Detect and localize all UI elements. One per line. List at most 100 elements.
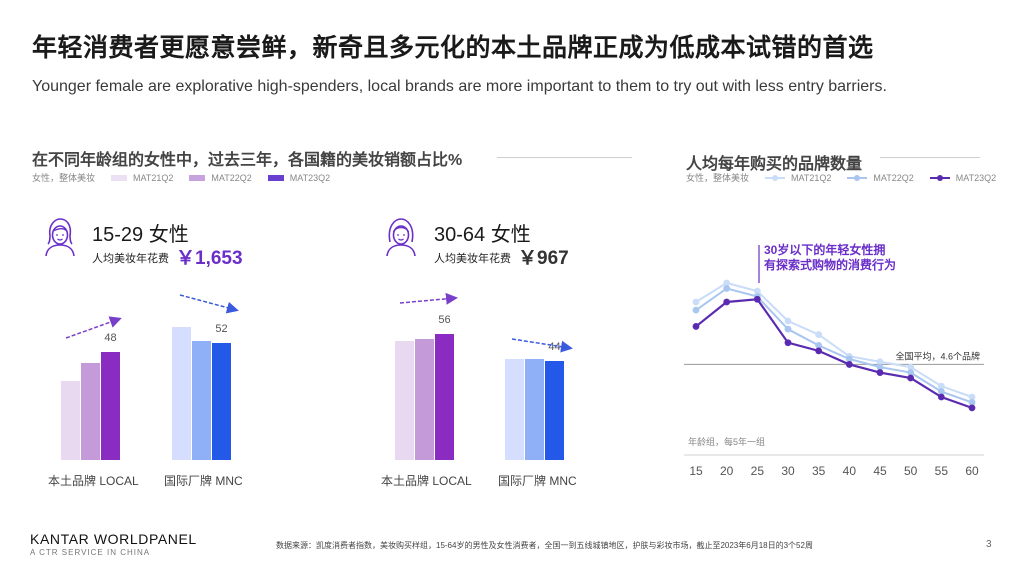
woman-icon [386, 218, 416, 257]
x-axis-label: 年龄组，每5年一组 [688, 436, 765, 447]
data-point-mat21q2 [907, 363, 915, 371]
data-point-mat21q2 [723, 279, 731, 287]
series-line-mat23q2 [695, 298, 973, 409]
data-point-mat23q2 [784, 339, 792, 347]
legend-item-mat22q2: MAT22Q2 [847, 172, 914, 183]
data-point-mat21q2 [815, 331, 823, 338]
bar-group2-mnc-mat22q2 [525, 358, 544, 460]
legend-label: MAT21Q2 [791, 172, 832, 183]
data-point-mat22q2 [968, 399, 976, 406]
kantar-tagline: A CTR SERVICE IN CHINA [30, 548, 151, 557]
left-legend: 女性，整体美妆 MAT21Q2 MAT22Q2 MAT23Q2 [32, 171, 330, 184]
bar-group1-mnc-mat23q2 [212, 343, 231, 460]
reference-line-label: 全国平均，4.6个品牌 [895, 350, 980, 361]
legend-item-mat23q2: MAT23Q2 [267, 172, 331, 183]
local-trend-arrow-2 [399, 292, 458, 305]
data-point-mat22q2 [937, 388, 945, 395]
bar-group2-mnc-mat23q2 [545, 361, 564, 460]
legend-label: MAT22Q2 [873, 172, 914, 183]
legend-label: MAT22Q2 [211, 172, 252, 183]
bar-group2-mnc-mat21q2 [505, 358, 524, 460]
left-legend-prefix: 女性，整体美妆 [32, 173, 96, 183]
bar-group2-local-mat22q2 [415, 338, 434, 460]
x-tick-label: 30 [781, 464, 795, 478]
legend-line [765, 174, 786, 181]
data-point-mat23q2 [815, 347, 823, 355]
legend-swatch [267, 174, 284, 181]
legend-item-mat21q2: MAT21Q2 [765, 173, 831, 183]
bar-data-label: 56 [438, 314, 451, 326]
left-section-title: 在不同年龄组的女性中，过去三年，各国籍的美妆销额占比% [32, 152, 463, 169]
group2-age: 30-64 女性 [434, 224, 531, 246]
data-point-mat23q2 [937, 393, 945, 401]
page-number: 3 [986, 539, 992, 550]
data-point-mat23q2 [907, 374, 915, 382]
x-tick-label: 45 [873, 464, 887, 478]
data-point-mat22q2 [692, 306, 700, 314]
data-point-mat23q2 [876, 369, 884, 376]
young-woman-icon [45, 218, 75, 257]
bar-group1-mnc-mat22q2 [192, 340, 211, 460]
series-line-mat22q2 [695, 287, 973, 404]
data-point-mat22q2 [815, 342, 823, 349]
x-tick-label: 50 [904, 464, 918, 478]
bar-group1-local-mat22q2 [81, 363, 100, 460]
data-source-note: 数据来源：凯度消费者指数，美妆购买样组，15-64岁的男性及女性消费者，全国一到… [276, 541, 813, 550]
group1-spend-value: ￥1,653 [176, 248, 243, 269]
mnc-trend-arrow-2 [511, 338, 573, 353]
group1-spend-label: 人均美妆年花费 [92, 253, 169, 265]
group2-spend-value: ￥967 [518, 248, 569, 269]
annotation-text: 有探索式购物的消费行为 [764, 257, 896, 272]
legend-label: MAT21Q2 [133, 172, 174, 183]
group1-mnc-label: 国际厂牌 MNC [164, 474, 243, 488]
data-point-mat21q2 [692, 298, 700, 306]
page-subtitle: Younger female are explorative high-spen… [32, 78, 887, 95]
legend-label: MAT23Q2 [289, 172, 331, 183]
data-point-mat22q2 [784, 325, 792, 333]
data-point-mat22q2 [876, 363, 884, 371]
local-trend-arrow-1 [65, 316, 122, 339]
data-point-mat23q2 [845, 361, 853, 368]
annotation-text: 30岁以下的年轻女性拥 [764, 242, 885, 257]
data-point-mat23q2 [968, 404, 976, 412]
legend-item-mat23q2: MAT23Q2 [929, 172, 997, 183]
data-point-mat22q2 [907, 369, 915, 376]
x-tick-label: 40 [843, 464, 857, 478]
group1-age: 15-29 女性 [92, 224, 189, 246]
mnc-trend-arrow-1 [179, 294, 239, 314]
bar-data-label: 48 [104, 332, 117, 344]
legend-item-mat21q2: MAT21Q2 [111, 173, 173, 183]
legend-swatch [111, 174, 128, 181]
legend-swatch [189, 174, 206, 181]
bar-group1-local-mat21q2 [61, 381, 80, 460]
trend-arrows [65, 292, 573, 353]
bar-group1-local-mat23q2 [101, 352, 120, 460]
group2-spend-label: 人均美妆年花费 [434, 253, 511, 265]
kantar-logo: KANTAR WORLDPANEL [30, 531, 197, 547]
data-point-mat21q2 [937, 382, 945, 390]
x-tick-label: 20 [720, 464, 734, 478]
x-tick-label: 60 [965, 464, 979, 478]
data-point-mat23q2 [723, 298, 731, 306]
data-point-mat21q2 [876, 358, 884, 366]
data-point-mat21q2 [753, 287, 761, 295]
x-tick-label: 55 [935, 464, 949, 478]
data-point-mat23q2 [692, 323, 700, 330]
right-legend-prefix: 女性，整体美妆 [686, 173, 750, 183]
x-tick-label: 25 [751, 464, 765, 478]
group2-mnc-label: 国际厂牌 MNC [498, 474, 577, 488]
data-point-mat22q2 [723, 285, 731, 292]
group1-local-label: 本土品牌 LOCAL [48, 474, 139, 488]
bar-group2-local-mat21q2 [395, 340, 414, 460]
bar-group1-mnc-mat21q2 [172, 327, 191, 460]
right-section-title: 人均每年购买的品牌数量 [686, 156, 863, 173]
left-section-divider [497, 157, 632, 158]
legend-label: MAT23Q2 [955, 172, 997, 183]
bar-data-label: 44 [548, 341, 561, 353]
data-point-mat22q2 [845, 355, 853, 363]
brands-per-year-line-chart: 全国平均，4.6个品牌 30岁以下的年轻女性拥有探索式购物的消费行为年龄组，每5年… [684, 242, 984, 478]
data-point-mat21q2 [968, 393, 976, 401]
data-point-mat23q2 [753, 295, 761, 303]
x-tick-label: 15 [689, 464, 703, 478]
